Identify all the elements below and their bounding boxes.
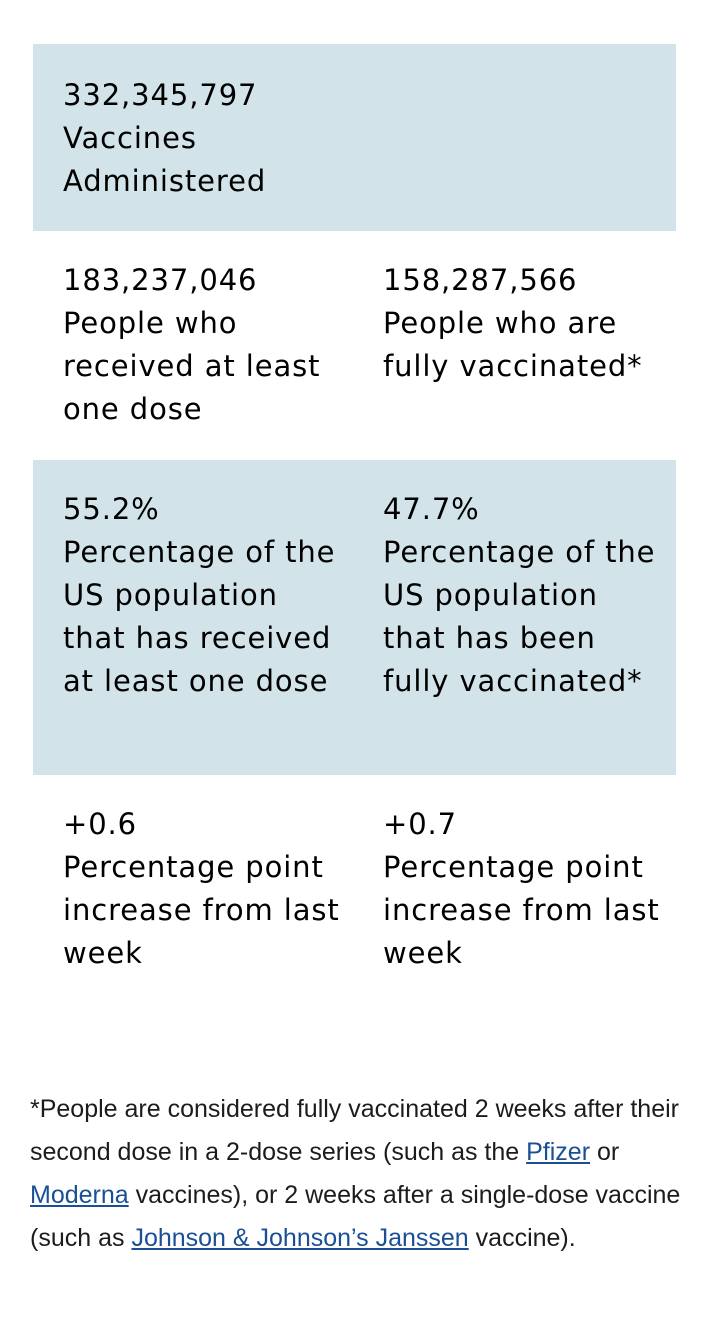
- stat-label: People who received at least one dose: [63, 306, 321, 426]
- stat-label: Percentage of the US population that has…: [63, 535, 336, 698]
- stat-value: 332,345,797: [63, 78, 258, 112]
- summary-row-people: 183,237,046 People who received at least…: [33, 231, 676, 460]
- stat-value: 47.7%: [383, 492, 480, 526]
- stat-at-least-one-dose: 183,237,046 People who received at least…: [33, 259, 354, 460]
- stat-fully-vaccinated: 158,287,566 People who are fully vaccina…: [354, 259, 675, 460]
- footnote-text: or: [590, 1138, 620, 1166]
- stat-pct-fully-vaccinated: 47.7% Percentage of the US population th…: [354, 488, 675, 775]
- stat-value: +0.7: [383, 807, 458, 841]
- vaccination-summary-table: 332,345,797 Vaccines Administered 183,23…: [33, 44, 676, 1003]
- stat-value: 158,287,566: [383, 263, 578, 297]
- summary-row-weekly-change: +0.6 Percentage point increase from last…: [33, 775, 676, 1003]
- stat-value: 55.2%: [63, 492, 160, 526]
- stat-label: People who are fully vaccinated*: [383, 306, 643, 383]
- stat-value: +0.6: [63, 807, 138, 841]
- fully-vaccinated-footnote: *People are considered fully vaccinated …: [30, 1088, 690, 1260]
- stat-label: Percentage point increase from last week: [383, 850, 660, 970]
- summary-row-percentage: 55.2% Percentage of the US population th…: [33, 460, 676, 775]
- stat-value: 183,237,046: [63, 263, 258, 297]
- johnson-johnson-janssen-link[interactable]: Johnson & Johnson’s Janssen: [131, 1224, 469, 1252]
- stat-label: Percentage point increase from last week: [63, 850, 340, 970]
- footnote-text: *People are considered fully vaccinated …: [30, 1095, 679, 1166]
- moderna-link[interactable]: Moderna: [30, 1181, 129, 1209]
- stat-label: Vaccines Administered: [63, 121, 267, 198]
- stat-label: Percentage of the US population that has…: [383, 535, 656, 698]
- summary-row-total: 332,345,797 Vaccines Administered: [33, 44, 676, 231]
- stat-total-administered: 332,345,797 Vaccines Administered: [33, 74, 354, 231]
- stat-pct-at-least-one-dose: 55.2% Percentage of the US population th…: [33, 488, 354, 775]
- pfizer-link[interactable]: Pfizer: [526, 1138, 591, 1166]
- footnote-text: vaccines), or 2 weeks after a single-dos…: [30, 1181, 681, 1252]
- stat-change-at-least-one-dose: +0.6 Percentage point increase from last…: [33, 803, 354, 1003]
- stat-change-fully-vaccinated: +0.7 Percentage point increase from last…: [354, 803, 675, 1003]
- footnote-text: vaccine).: [468, 1224, 576, 1252]
